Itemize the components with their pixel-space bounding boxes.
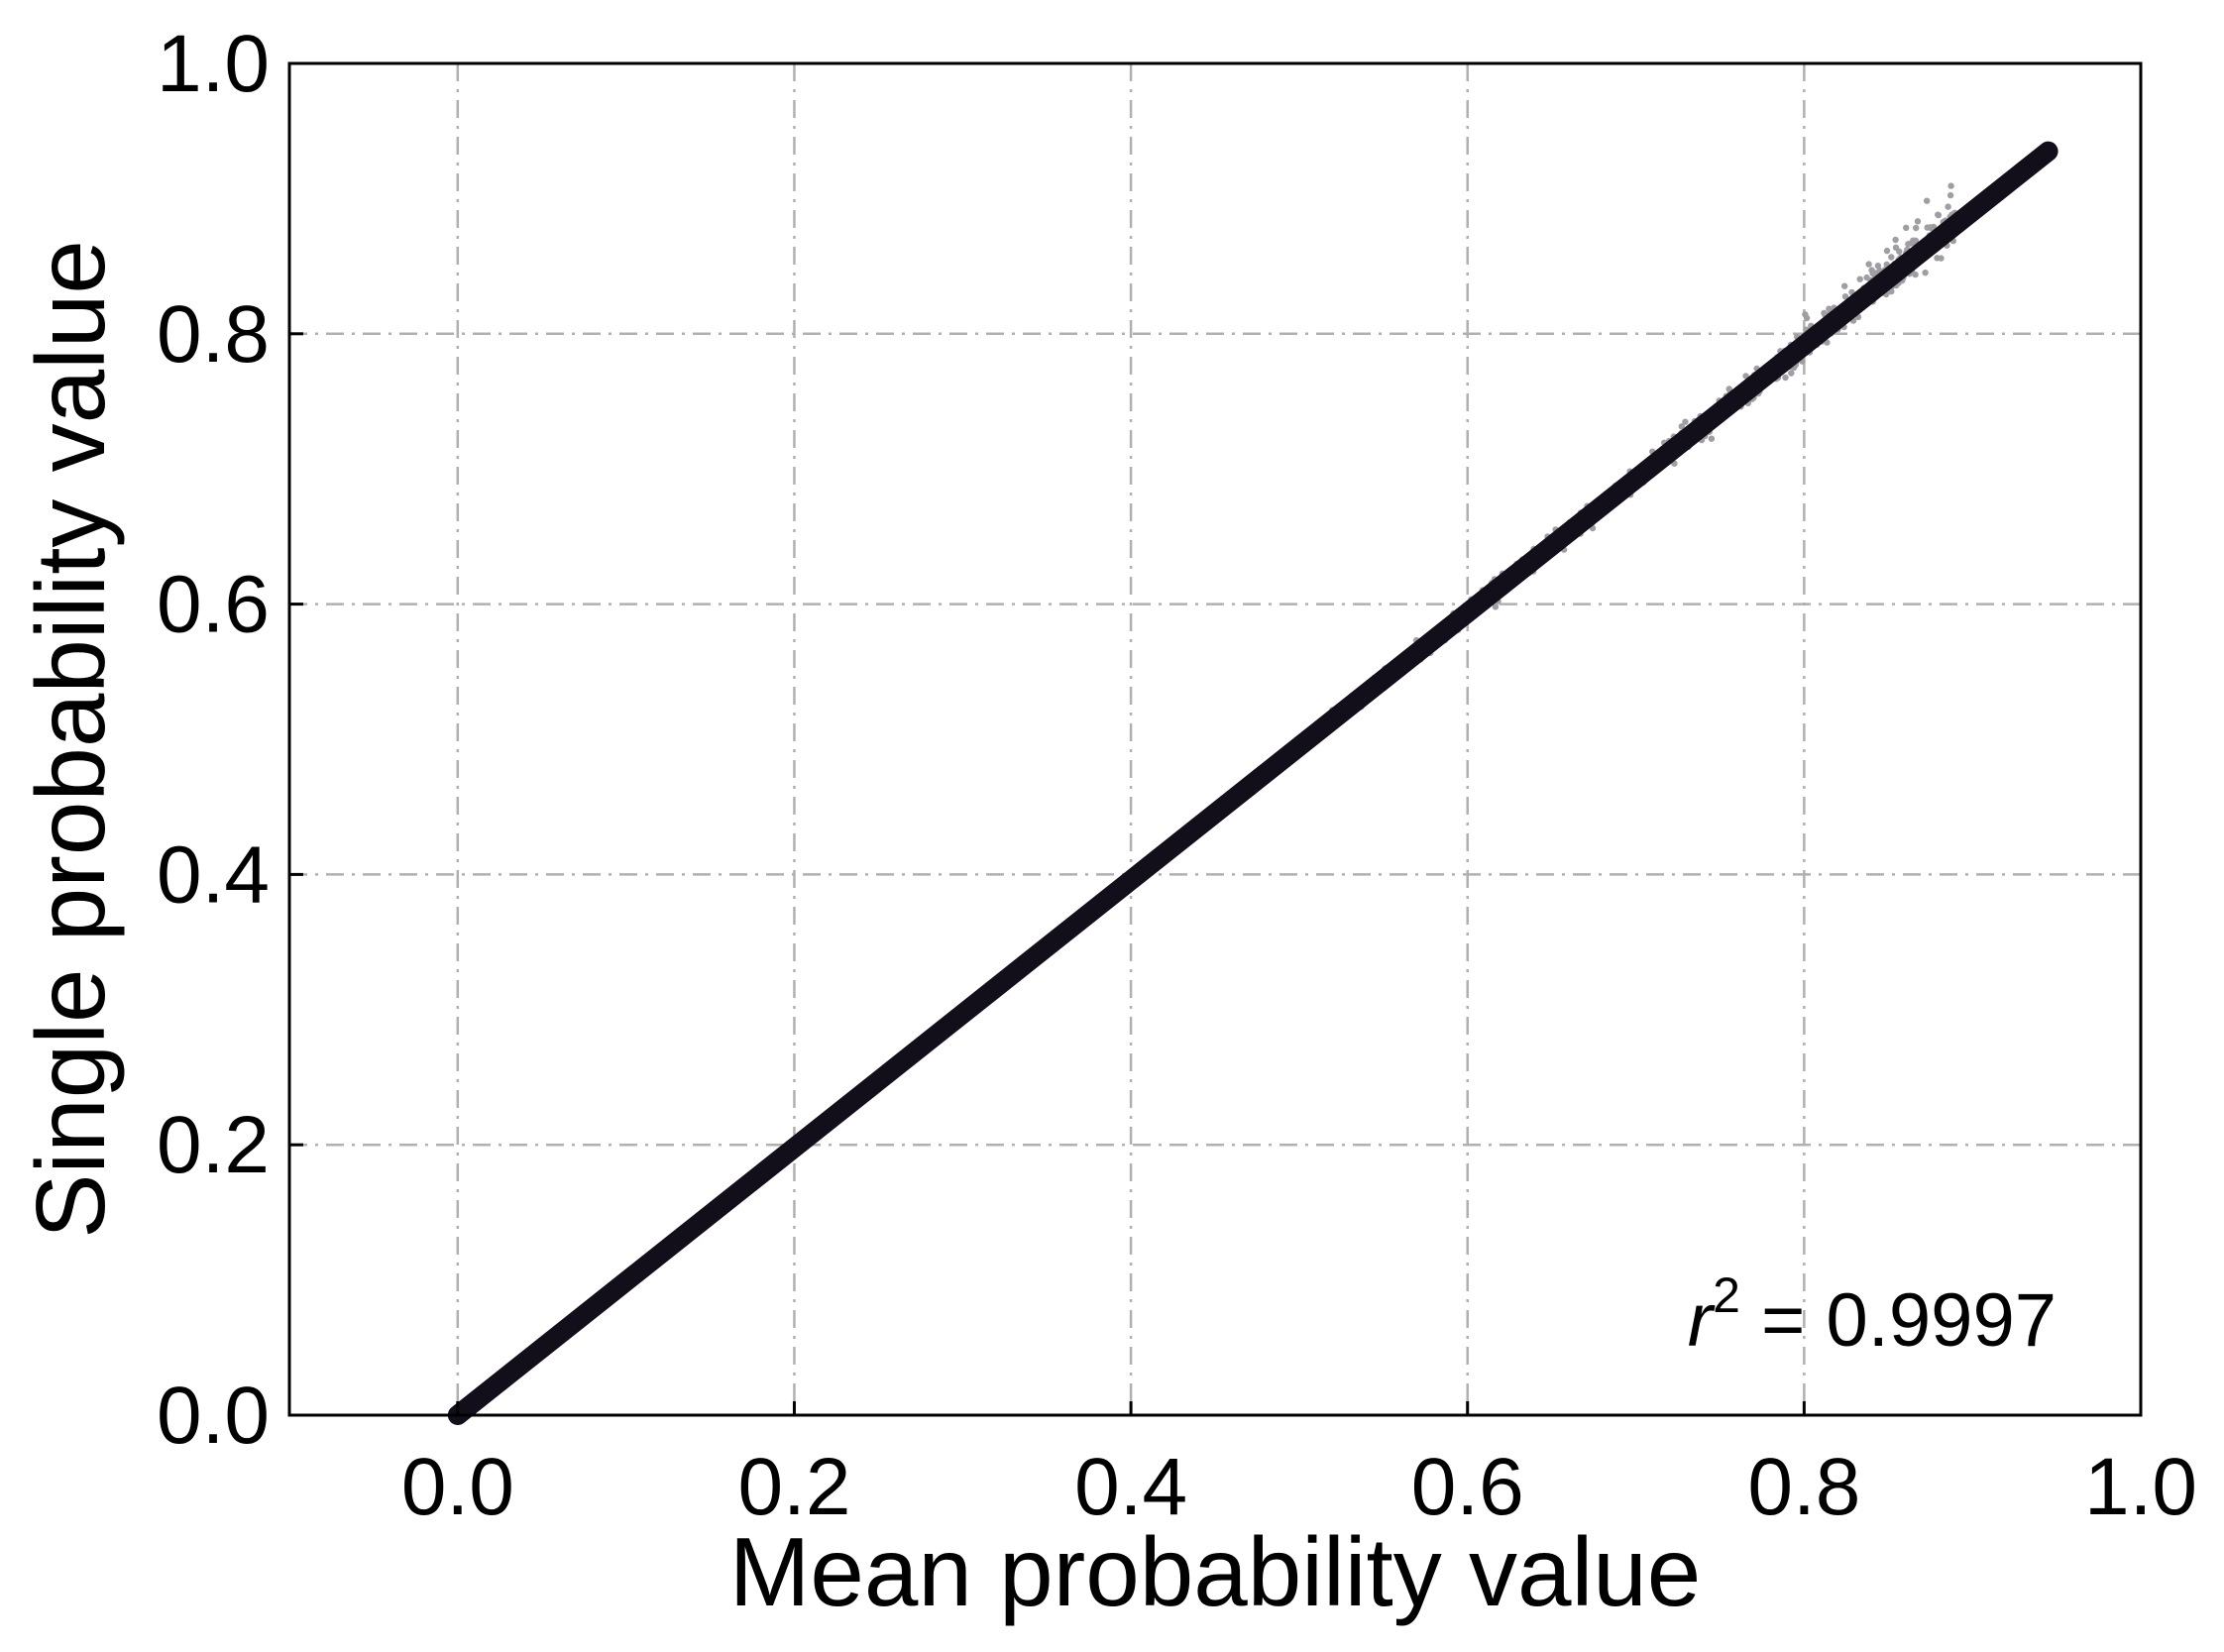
scatter-point bbox=[1492, 604, 1500, 610]
scatter-point bbox=[1914, 218, 1922, 225]
r-squared-exponent: 2 bbox=[1713, 1267, 1740, 1323]
x-tick-label: 0.6 bbox=[1411, 1442, 1524, 1532]
scatter-point bbox=[1841, 282, 1848, 289]
scatter-point bbox=[1924, 197, 1931, 204]
scatter-point bbox=[1856, 275, 1863, 282]
x-tick-label: 0.4 bbox=[1074, 1442, 1187, 1532]
grid bbox=[289, 63, 2141, 1415]
scatter-point bbox=[1945, 203, 1951, 210]
scatter-point bbox=[1947, 182, 1954, 189]
x-tick-labels: 0.0 0.2 0.4 0.6 0.8 1.0 bbox=[401, 1442, 2197, 1532]
y-tick-label: 0.2 bbox=[157, 1100, 270, 1190]
y-axis-title: Single probability value bbox=[16, 240, 125, 1239]
ticks bbox=[289, 61, 2143, 1417]
scatter-point bbox=[1883, 247, 1891, 255]
scatter-point bbox=[1910, 237, 1917, 244]
scatter-point bbox=[1946, 191, 1954, 199]
x-tick-label: 1.0 bbox=[2084, 1442, 2197, 1532]
fit-line-series bbox=[447, 141, 2058, 1425]
scatter-point bbox=[1865, 261, 1872, 268]
r-squared-annotation: r2 = 0.9997 bbox=[1688, 1267, 2057, 1363]
x-tick-label: 0.0 bbox=[401, 1442, 514, 1532]
scatter-point bbox=[1892, 236, 1899, 244]
scatter-point bbox=[1821, 309, 1828, 317]
x-tick-label: 0.2 bbox=[737, 1442, 850, 1532]
scatter-point bbox=[1841, 293, 1849, 300]
scatter-point bbox=[1788, 370, 1795, 377]
scatter-point bbox=[1708, 435, 1716, 442]
scatter-point bbox=[1888, 254, 1895, 261]
scatter-point bbox=[1782, 374, 1789, 382]
scatter-point bbox=[1903, 224, 1910, 231]
scatter-point bbox=[1913, 224, 1920, 232]
scatter-point bbox=[1863, 274, 1870, 281]
r-squared-variable: r bbox=[1688, 1278, 1716, 1363]
x-axis-title: Mean probability value bbox=[729, 1517, 1702, 1626]
y-tick-label: 0.0 bbox=[157, 1371, 270, 1461]
y-tick-label: 0.8 bbox=[157, 289, 270, 380]
scatter-point bbox=[1874, 263, 1882, 270]
fit-line bbox=[447, 141, 2058, 1425]
scatter-point bbox=[1678, 423, 1686, 430]
scatter-point bbox=[1934, 255, 1941, 262]
y-tick-label: 0.4 bbox=[157, 829, 270, 920]
scatter-point bbox=[1935, 211, 1943, 219]
scatter-point bbox=[1928, 225, 1936, 232]
scatter-point bbox=[1682, 418, 1689, 425]
y-tick-label: 0.6 bbox=[157, 560, 270, 650]
scatter-point bbox=[1905, 241, 1912, 248]
r-squared-value: = 0.9997 bbox=[1740, 1278, 2057, 1363]
plot-frame bbox=[287, 61, 2143, 1417]
x-tick-label: 0.8 bbox=[1747, 1442, 1860, 1532]
y-tick-label: 1.0 bbox=[157, 19, 270, 109]
y-tick-labels: 0.0 0.2 0.4 0.6 0.8 1.0 bbox=[157, 19, 270, 1461]
scatter-point bbox=[1922, 270, 1929, 276]
scatter-point bbox=[1892, 244, 1900, 251]
scatter-point bbox=[1803, 314, 1811, 322]
